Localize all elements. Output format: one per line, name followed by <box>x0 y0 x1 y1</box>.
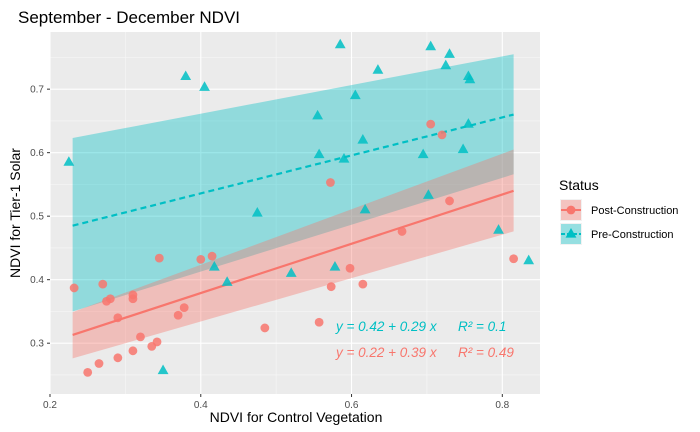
r-squared-post-construction: R² = 0.49 <box>458 345 514 360</box>
data-point-post-construction <box>98 279 108 289</box>
data-point-pre-construction <box>329 260 341 271</box>
data-point-pre-construction <box>180 70 192 81</box>
fit-lines <box>72 113 514 336</box>
y-tick-label: 0.5 <box>30 212 44 223</box>
data-point-pre-construction <box>462 118 474 128</box>
data-point-pre-construction <box>493 224 504 234</box>
legend-label: Pre-Construction <box>591 229 674 241</box>
data-point-pre-construction <box>425 40 437 51</box>
data-point-pre-construction <box>440 59 452 70</box>
data-point-pre-construction <box>359 203 371 214</box>
data-point-post-construction <box>326 178 335 187</box>
y-tick-label: 0.4 <box>30 275 44 286</box>
gridlines <box>49 32 540 394</box>
data-point-post-construction <box>173 310 183 320</box>
legend: Status Post-Construction Pre-Construction <box>559 177 678 245</box>
data-point-pre-construction <box>313 148 325 159</box>
data-point-post-construction <box>207 251 217 261</box>
data-point-post-construction <box>128 294 138 304</box>
x-tick-label: 0.4 <box>194 400 208 411</box>
x-tick-label: 0.2 <box>43 400 57 411</box>
legend-label: Post-Construction <box>591 205 678 217</box>
data-point-pre-construction <box>372 64 384 74</box>
data-point-post-construction <box>358 279 368 289</box>
data-point-post-construction <box>426 119 436 129</box>
data-point-pre-construction <box>157 364 169 375</box>
y-tick-label: 0.6 <box>30 148 44 159</box>
data-point-pre-construction <box>312 109 324 120</box>
data-point-pre-construction <box>251 207 263 217</box>
data-point-post-construction <box>260 323 270 333</box>
data-point-post-construction <box>314 317 324 327</box>
data-point-pre-construction <box>208 260 220 271</box>
data-point-pre-construction <box>285 267 297 277</box>
plot-panel <box>50 32 540 394</box>
equation-pre-construction: y = 0.42 + 0.29 x <box>335 319 438 334</box>
x-tick-label: 0.8 <box>495 400 509 411</box>
data-point-post-construction <box>326 282 336 292</box>
equation-post-construction: y = 0.22 + 0.39 x <box>335 345 438 360</box>
data-point-post-construction <box>152 337 162 347</box>
data-point-post-construction <box>83 368 93 377</box>
data-point-pre-construction <box>464 73 476 84</box>
fit-line-post-construction <box>72 189 514 336</box>
legend-key-triangle <box>565 228 577 238</box>
data-point-post-construction <box>437 130 447 140</box>
data-point-post-construction <box>69 283 79 293</box>
r-squared-pre-construction: R² = 0.1 <box>458 319 506 334</box>
legend-key-circle <box>566 205 576 215</box>
x-axis-label: NDVI for Control Vegetation <box>210 409 383 425</box>
x-tick-label: 0.6 <box>345 400 359 411</box>
data-point-post-construction <box>113 313 123 323</box>
data-point-pre-construction <box>357 133 369 144</box>
y-tick-label: 0.7 <box>30 85 44 96</box>
data-point-post-construction <box>113 353 123 363</box>
data-point-post-construction <box>397 227 407 236</box>
chart-title: September - December NDVI <box>18 8 240 27</box>
data-point-post-construction <box>179 303 189 313</box>
data-point-pre-construction <box>334 38 346 49</box>
data-point-pre-construction <box>523 254 535 265</box>
ci-band-pre-construction <box>72 54 514 312</box>
data-point-pre-construction <box>417 148 429 159</box>
y-axis-label: NDVI for Tier-1 Solar <box>7 148 23 278</box>
fit-line-pre-construction <box>72 113 514 227</box>
data-point-post-construction <box>128 346 138 356</box>
y-tick-label: 0.3 <box>30 339 44 350</box>
data-point-pre-construction <box>338 153 350 163</box>
regression-equations: y = 0.22 + 0.39 x R² = 0.49 y = 0.42 + 0.2… <box>335 319 514 360</box>
data-point-pre-construction <box>349 89 361 100</box>
data-point-pre-construction <box>63 156 75 166</box>
data-point-pre-construction <box>444 48 455 58</box>
data-point-post-construction <box>196 254 206 264</box>
data-point-pre-construction <box>199 81 210 91</box>
data-point-post-construction <box>105 294 115 304</box>
data-point-pre-construction <box>423 189 434 199</box>
legend-title: Status <box>559 177 599 193</box>
axis-ticks: 0.2 0.4 0.6 0.8 0.3 0.4 0.5 0.6 0.7 <box>30 85 510 411</box>
data-point-post-construction <box>136 332 145 342</box>
data-points <box>63 38 535 377</box>
data-point-pre-construction <box>457 143 469 154</box>
data-point-post-construction <box>509 254 519 264</box>
data-point-pre-construction <box>221 276 233 286</box>
data-point-post-construction <box>154 253 164 263</box>
data-point-post-construction <box>345 263 355 273</box>
data-point-post-construction <box>445 196 454 206</box>
data-point-post-construction <box>94 359 104 368</box>
